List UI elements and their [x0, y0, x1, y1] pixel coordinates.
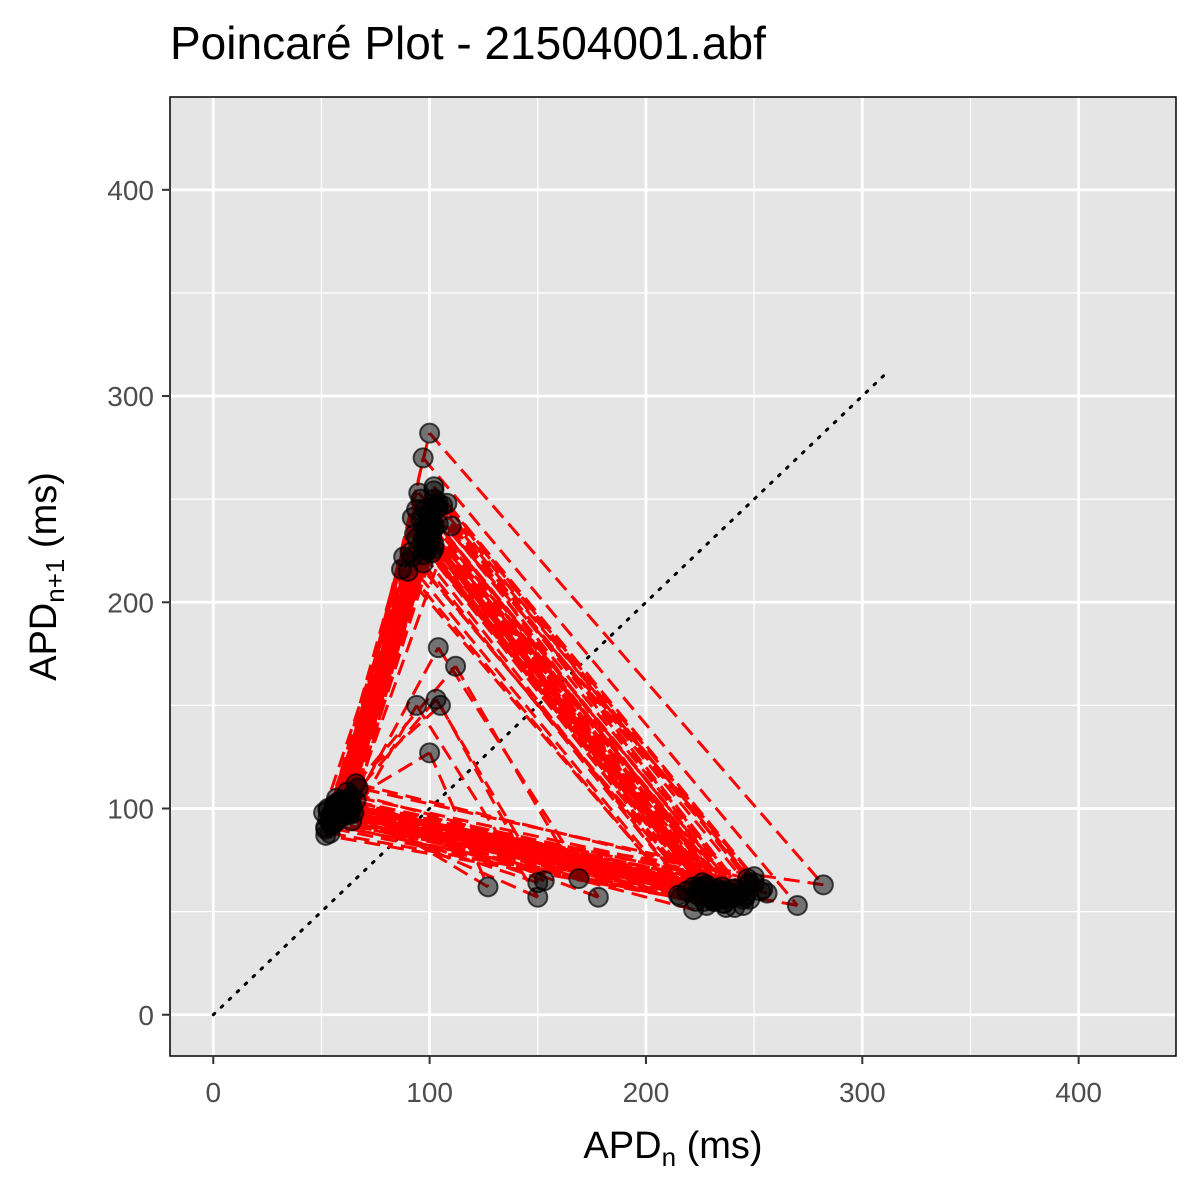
trajectory-segment	[325, 833, 735, 909]
y-tick-label: 400	[107, 175, 154, 206]
trajectory-segment	[351, 794, 751, 885]
x-tick-label: 100	[406, 1077, 453, 1108]
trajectory-segment	[339, 544, 436, 805]
trajectory-segment	[329, 819, 725, 905]
data-point	[425, 688, 447, 710]
data-point	[533, 870, 555, 892]
trajectory-segment	[421, 562, 689, 892]
x-tick-label: 300	[839, 1077, 886, 1108]
grid-minor	[170, 97, 1176, 1056]
data-point	[568, 868, 590, 890]
identity-line-layer	[211, 369, 890, 1017]
data-point	[812, 874, 834, 896]
trajectory-segment	[424, 527, 725, 892]
trajectory-segment	[347, 802, 707, 889]
y-axis-title-suffix: (ms)	[23, 472, 65, 559]
trajectory-layer	[322, 432, 825, 912]
points-layer	[313, 422, 834, 921]
trajectory-segment	[432, 489, 764, 890]
x-axis-title-main: APD	[583, 1125, 661, 1167]
trajectory-segment	[357, 786, 755, 879]
trajectory-segment	[402, 555, 695, 911]
trajectory-segment	[428, 432, 825, 886]
data-point	[587, 886, 609, 908]
trajectory-segment	[421, 456, 799, 907]
trajectory-segment	[323, 811, 694, 912]
trajectory-segment	[351, 819, 539, 885]
trajectory-segment	[424, 535, 717, 892]
x-tick-label: 400	[1055, 1077, 1102, 1108]
identity-line	[211, 369, 890, 1017]
data-point	[414, 517, 436, 539]
trajectory-segment	[334, 821, 744, 901]
trajectory-segment	[329, 831, 725, 905]
trajectory-segment	[326, 492, 421, 820]
data-point	[406, 694, 428, 716]
trajectory-segment	[336, 819, 727, 899]
chart-title: Poincaré Plot - 21504001.abf	[170, 17, 766, 69]
data-point	[687, 876, 709, 898]
trajectory-segment	[430, 506, 747, 899]
data-point	[427, 637, 449, 659]
y-tick-label: 100	[107, 794, 154, 825]
plot-frame	[169, 96, 1177, 1057]
y-tick-label: 300	[107, 381, 154, 412]
trajectory-segment	[350, 704, 418, 822]
trajectory-segment	[356, 525, 453, 789]
y-tick-label: 0	[138, 1000, 154, 1031]
trajectory-segment	[335, 751, 431, 810]
x-tick-label: 200	[623, 1077, 670, 1108]
trajectory-segment	[334, 811, 714, 901]
data-point	[713, 880, 735, 902]
trajectory-segment	[415, 537, 715, 901]
trajectory-segment	[336, 802, 746, 899]
y-axis-ticks: 0 100 200 300 400	[107, 175, 170, 1031]
y-axis-title: APDn+1 (ms)	[23, 472, 70, 681]
trajectory-segment	[415, 704, 540, 898]
y-axis-title-main: APD	[23, 603, 65, 681]
trajectory-segment	[350, 552, 434, 807]
trajectory-segment	[349, 798, 748, 887]
x-axis-title-sub: n	[662, 1142, 676, 1172]
trajectory-segment	[351, 804, 703, 885]
data-point	[477, 876, 499, 898]
trajectory-segment	[406, 570, 680, 897]
data-point	[412, 447, 434, 469]
data-point	[743, 866, 765, 888]
x-axis-title-suffix: (ms)	[676, 1125, 763, 1167]
trajectory-segment	[408, 551, 700, 897]
data-point	[347, 777, 369, 799]
x-axis-ticks: 0 100 200 300 400	[205, 1056, 1102, 1108]
data-point	[739, 888, 761, 910]
data-point	[440, 515, 462, 537]
y-tick-label: 200	[107, 587, 154, 618]
data-point	[756, 882, 778, 904]
data-point	[419, 742, 441, 764]
trajectory-segment	[430, 520, 732, 895]
trajectory-segment	[428, 752, 490, 888]
trajectory-segment	[339, 502, 440, 801]
data-point	[786, 894, 808, 916]
data-point	[683, 899, 705, 921]
data-point	[445, 655, 467, 677]
trajectory-segment	[432, 485, 769, 895]
data-point	[323, 802, 345, 824]
trajectory-segment	[415, 508, 745, 907]
trajectory-segment	[421, 525, 728, 909]
y-axis-title-sub: n+1	[40, 559, 70, 603]
trajectory-segment	[421, 545, 706, 903]
trajectory-segment	[437, 502, 751, 901]
x-tick-label: 0	[205, 1077, 221, 1108]
trajectory-segment	[419, 518, 734, 890]
data-point	[419, 422, 441, 444]
data-point	[393, 546, 415, 568]
trajectory-segment	[432, 498, 756, 884]
trajectory-segment	[419, 498, 756, 878]
data-point	[427, 492, 449, 514]
x-axis-title: APDn (ms)	[583, 1125, 762, 1172]
